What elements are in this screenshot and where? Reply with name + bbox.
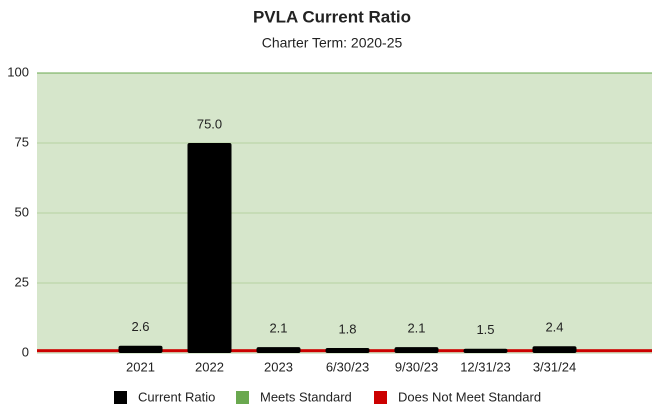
x-tick-label: 2021 bbox=[126, 359, 155, 374]
standard-band bbox=[37, 73, 652, 351]
legend-label: Does Not Meet Standard bbox=[398, 389, 541, 404]
chart-title: PVLA Current Ratio bbox=[253, 7, 411, 26]
data-label: 2.4 bbox=[545, 320, 563, 335]
x-tick-label: 9/30/23 bbox=[395, 359, 438, 374]
legend-label: Current Ratio bbox=[138, 389, 215, 404]
bar bbox=[187, 143, 232, 353]
data-label: 2.1 bbox=[407, 321, 425, 336]
bar bbox=[463, 348, 508, 353]
data-label: 1.8 bbox=[338, 321, 356, 336]
x-tick-label: 6/30/23 bbox=[326, 359, 369, 374]
bar bbox=[325, 347, 370, 353]
x-tick-label: 12/31/23 bbox=[460, 359, 511, 374]
bar bbox=[532, 346, 577, 353]
chart-subtitle: Charter Term: 2020-25 bbox=[262, 35, 403, 51]
bar bbox=[256, 347, 301, 353]
x-tick-label: 2022 bbox=[195, 359, 224, 374]
data-label: 2.1 bbox=[269, 321, 287, 336]
legend-swatch bbox=[374, 391, 387, 404]
x-tick-label: 3/31/24 bbox=[533, 359, 576, 374]
legend-swatch bbox=[114, 391, 127, 404]
y-tick-label: 0 bbox=[22, 344, 29, 359]
legend-swatch bbox=[236, 391, 249, 404]
y-tick-label: 25 bbox=[15, 274, 29, 289]
bar bbox=[118, 345, 163, 353]
y-tick-label: 75 bbox=[15, 134, 29, 149]
bar bbox=[394, 347, 439, 353]
legend-label: Meets Standard bbox=[260, 389, 352, 404]
data-label: 75.0 bbox=[197, 116, 222, 131]
x-tick-label: 2023 bbox=[264, 359, 293, 374]
data-label: 1.5 bbox=[476, 322, 494, 337]
data-label: 2.6 bbox=[131, 319, 149, 334]
y-tick-label: 50 bbox=[15, 204, 29, 219]
y-tick-label: 100 bbox=[7, 64, 29, 79]
